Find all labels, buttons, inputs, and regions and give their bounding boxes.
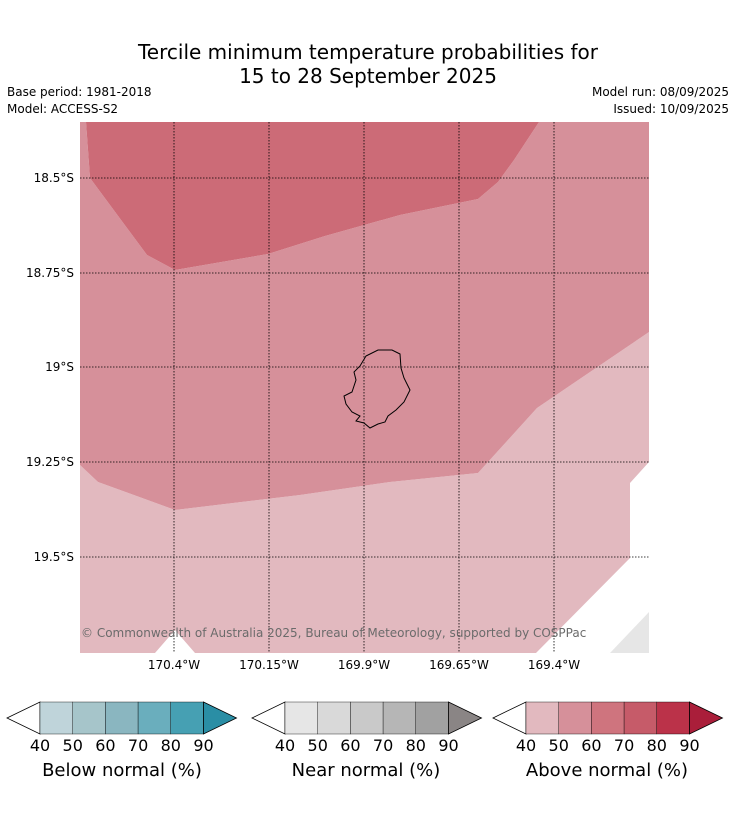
colorbar-tick-label: 70	[128, 736, 148, 755]
colorbar-tick-label: 40	[30, 736, 50, 755]
colorbar-label-below: Below normal (%)	[42, 760, 202, 781]
colorbar-high-extend	[689, 701, 724, 735]
colorbar-tick-label: 50	[63, 736, 83, 755]
lat-label: 19.5°S	[34, 550, 74, 564]
near-normal-region	[610, 612, 649, 653]
above-70-region	[86, 122, 539, 270]
colorbar-segment	[317, 701, 351, 735]
model-name: Model: ACCESS-S2	[7, 102, 119, 116]
colorbar-tick-label: 90	[193, 736, 213, 755]
colorbar-low-extend	[492, 701, 527, 735]
base-period: Base period: 1981-2018	[7, 85, 152, 99]
colorbar-segment	[284, 701, 318, 735]
title-line-2: 15 to 28 September 2025	[239, 64, 497, 88]
lon-label: 169.4°W	[528, 658, 580, 672]
lon-label: 170.4°W	[148, 658, 200, 672]
colorbar-tick-label: 80	[647, 736, 667, 755]
lon-label: 169.65°W	[429, 658, 489, 672]
copyright-notice: © Commonwealth of Australia 2025, Bureau…	[81, 626, 586, 640]
colorbar-tick-label: 60	[95, 736, 115, 755]
lon-label: 169.9°W	[338, 658, 390, 672]
colorbar-segment	[382, 701, 417, 735]
colorbar-tick-label: 80	[406, 736, 426, 755]
colorbar-low-extend	[251, 701, 286, 735]
colorbar-tick-label: 40	[516, 736, 536, 755]
colorbar-segment	[350, 701, 384, 735]
island-coastline	[343, 349, 411, 429]
above-60-region	[80, 122, 649, 510]
colorbar-tick-label: 60	[340, 736, 360, 755]
colorbar-label-above: Above normal (%)	[525, 760, 689, 781]
colorbar-segment	[170, 701, 204, 735]
colorbar-legends: 40 50 60 70 80 90 40 50 60 70 80 90 40 50 60 70 80 90	[6, 701, 724, 755]
colorbar-segment	[656, 701, 690, 735]
colorbar-above: 40 50 60 70 80 90	[492, 701, 724, 755]
colorbar-below: 40 50 60 70 80 90	[6, 701, 238, 755]
colorbar-segment	[137, 701, 172, 735]
colorbar-segment	[558, 701, 592, 735]
colorbar-tick-label: 90	[679, 736, 699, 755]
model-run: Model run: 08/09/2025	[591, 85, 729, 99]
lon-label: 170.15°W	[239, 658, 299, 672]
colorbar-tick-label: 70	[373, 736, 393, 755]
title-line-1: Tercile minimum temperature probabilitie…	[137, 40, 599, 64]
colorbar-label-near: Near normal (%)	[291, 760, 441, 781]
probability-regions	[80, 122, 649, 653]
colorbar-tick-label: 80	[161, 736, 181, 755]
colorbar-tick-label: 70	[614, 736, 634, 755]
lat-label: 18.5°S	[34, 171, 74, 185]
colorbar-segment	[525, 701, 559, 735]
latitude-labels: 18.5°S 18.75°S 19°S 19.25°S 19.5°S	[26, 171, 74, 564]
colorbar-segment	[591, 701, 625, 735]
issued-date: Issued: 10/09/2025	[613, 102, 729, 116]
colorbar-near: 40 50 60 70 80 90	[251, 701, 483, 755]
lat-label: 19°S	[45, 360, 74, 374]
colorbar-tick-label: 50	[549, 736, 569, 755]
colorbar-segment	[39, 701, 73, 735]
colorbar-tick-label: 50	[308, 736, 328, 755]
longitude-labels: 170.4°W 170.15°W 169.9°W 169.65°W 169.4°…	[148, 658, 580, 672]
above-50-region	[80, 332, 649, 653]
gridlines	[80, 122, 649, 653]
colorbar-high-extend	[203, 701, 238, 735]
colorbar-segment	[415, 701, 449, 735]
lat-label: 19.25°S	[26, 455, 74, 469]
colorbar-tick-label: 40	[275, 736, 295, 755]
colorbar-high-extend	[448, 701, 483, 735]
colorbar-tick-label: 60	[581, 736, 601, 755]
colorbar-segment	[623, 701, 657, 735]
colorbar-segment	[105, 701, 139, 735]
colorbar-segment	[72, 701, 106, 735]
colorbar-low-extend	[6, 701, 41, 735]
lat-label: 18.75°S	[26, 266, 74, 280]
colorbar-tick-label: 90	[438, 736, 458, 755]
